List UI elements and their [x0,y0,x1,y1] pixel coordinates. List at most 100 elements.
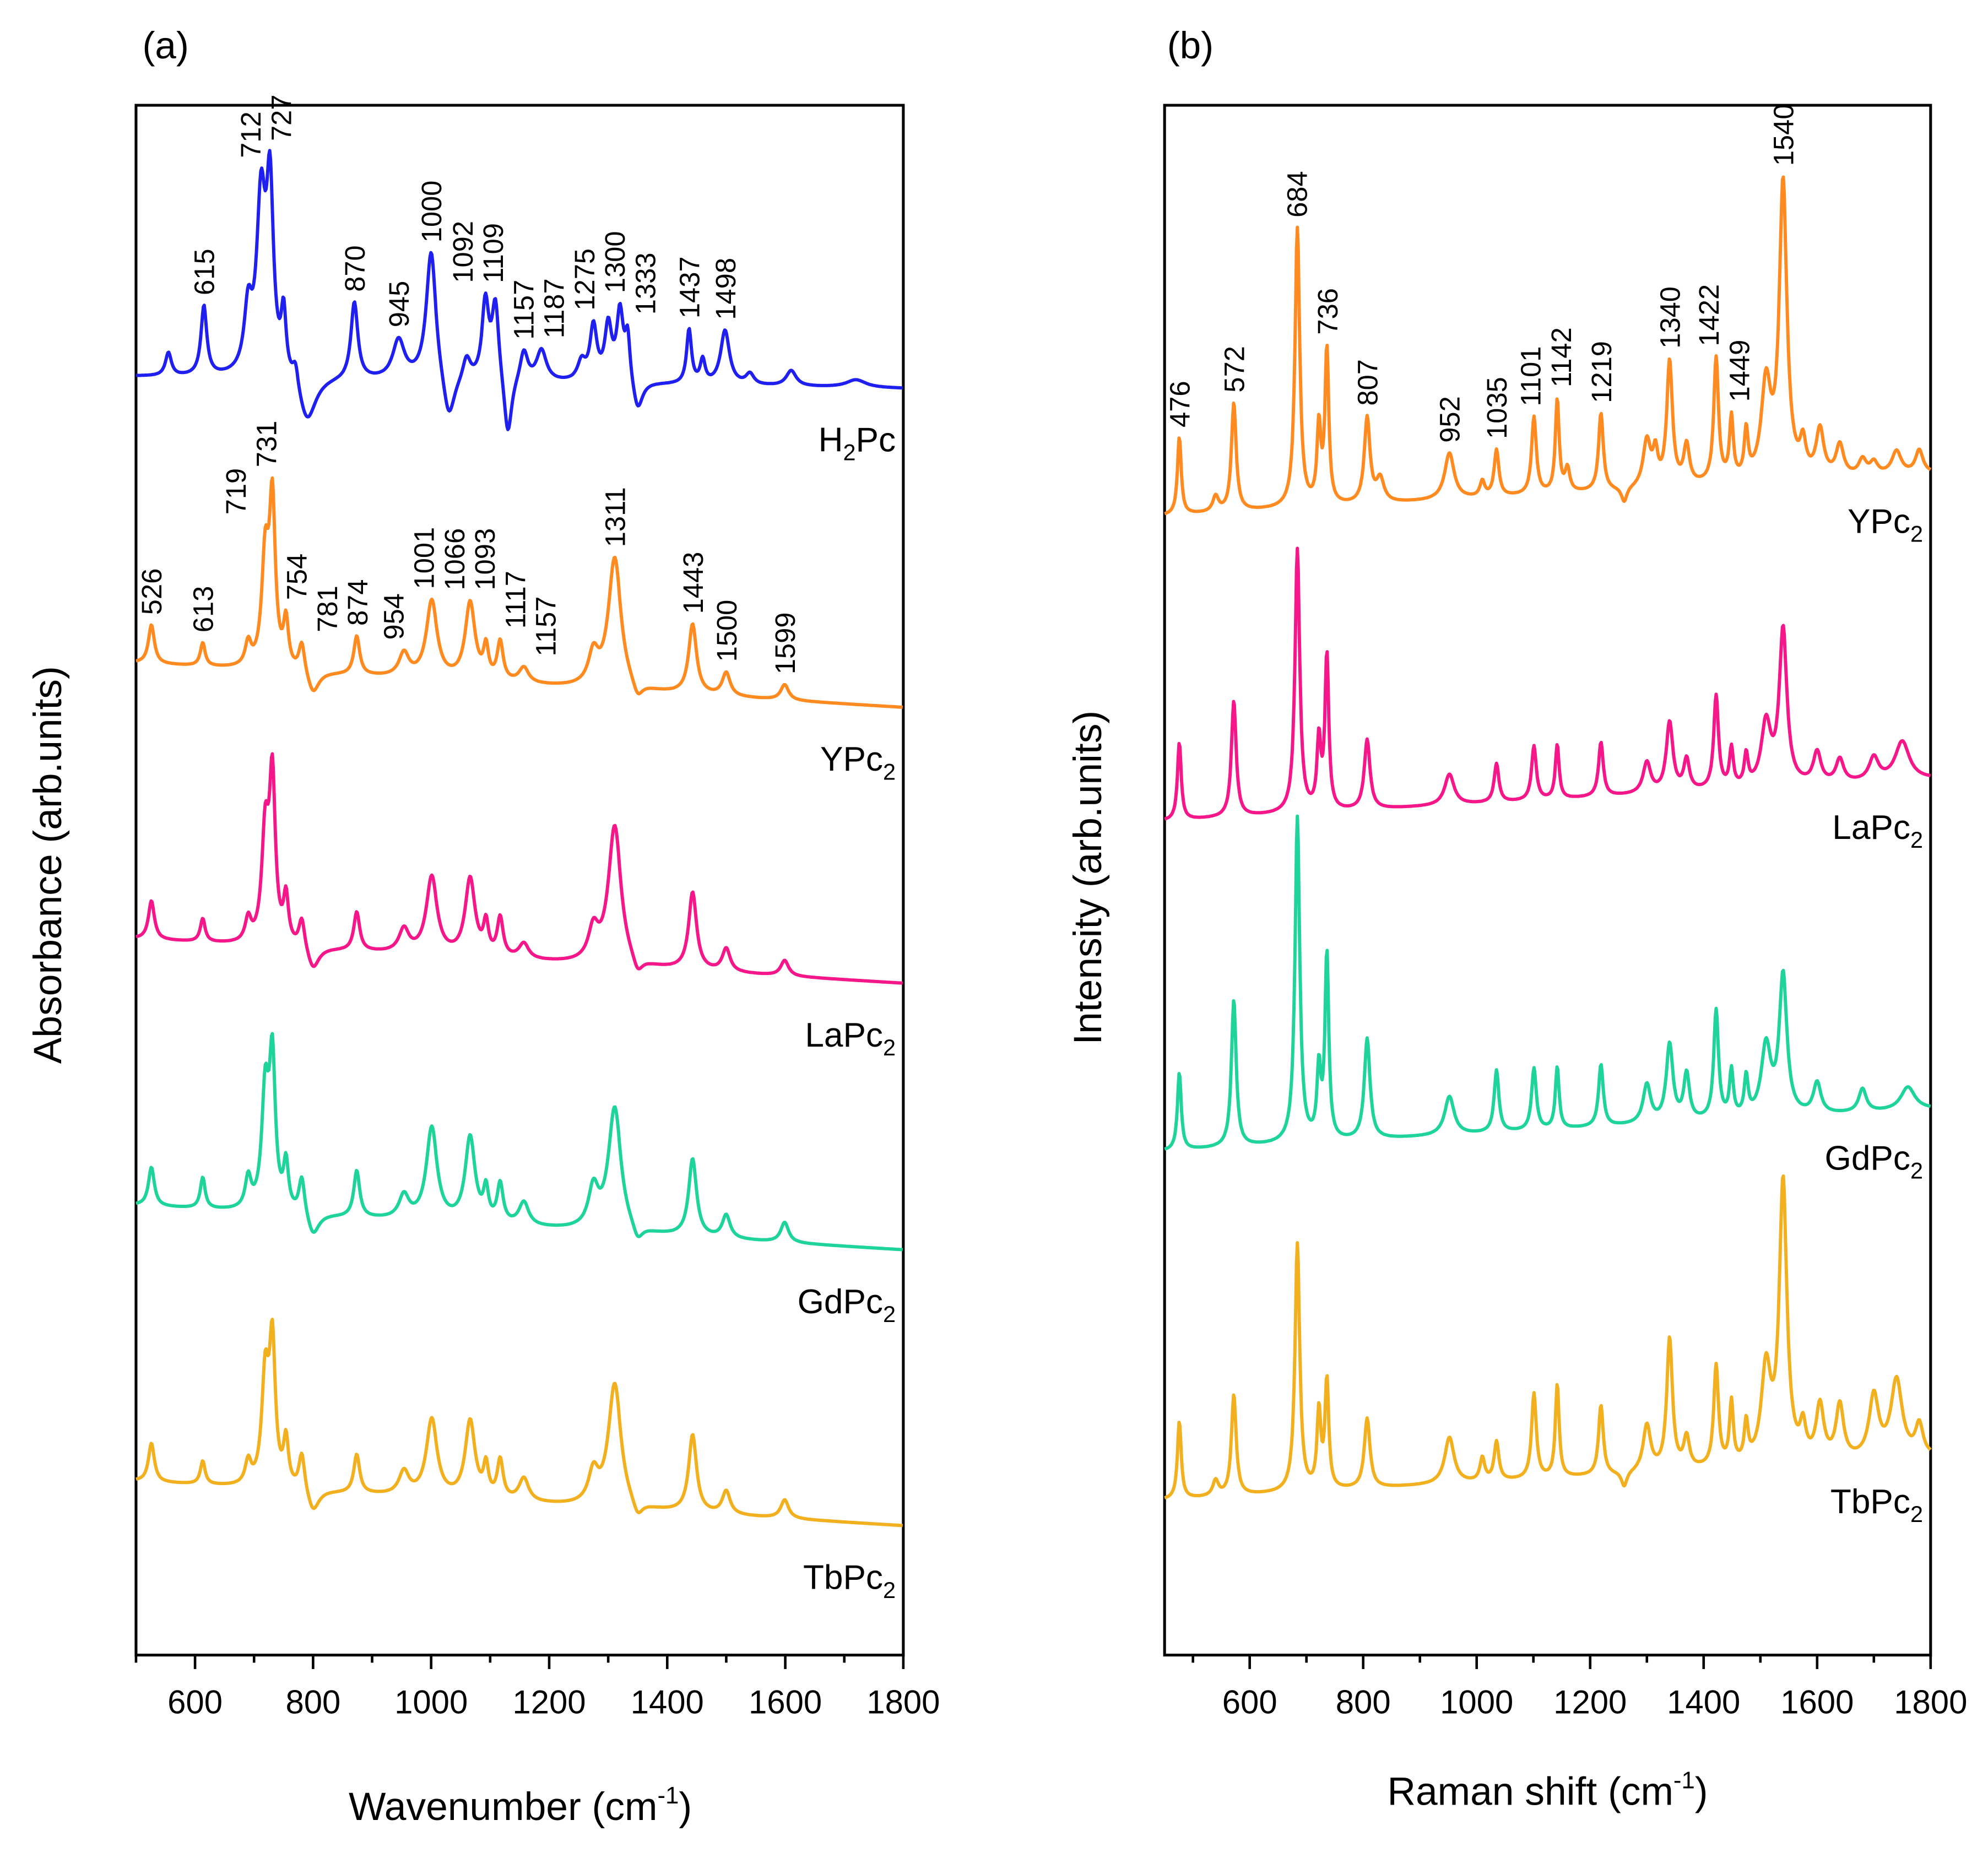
x-tick-label-a: 1000 [394,1684,468,1721]
peak-label: 952 [1434,396,1466,443]
x-tick-label-b: 1600 [1780,1684,1854,1721]
x-tick-label-b: 1800 [1894,1684,1967,1721]
peak-label: 1157 [530,597,562,657]
series-label-ypc2: YPc2 [1848,502,1923,546]
x-tick-label-b: 1200 [1553,1684,1627,1721]
x-axis-label-b: Raman shift (cm-1) [1387,1767,1708,1813]
series-label-subscript: 2 [1910,1501,1923,1527]
peak-label: 781 [312,586,343,632]
peak-label: 1449 [1724,340,1755,402]
series-label-subscript: 2 [883,759,896,784]
peak-label: 1187 [539,278,570,338]
spectrum-line-tbpc2 [135,1318,904,1527]
series-label-main: TbPc [1830,1483,1910,1521]
spectrum-line-lapc2 [135,752,904,985]
peak-label: 1498 [710,258,741,320]
peak-label: 1437 [674,256,705,318]
peak-label: 1333 [630,253,661,315]
peak-label: 1157 [508,280,539,340]
x-axis-label-a-sup: -1 [657,1782,679,1809]
panel-b-raman: (b) Intensity (arb.units) Raman shift (c… [1066,24,1967,1813]
plot-frame-b [1163,104,1932,1657]
peak-label: 684 [1282,171,1313,218]
x-tick-label-a: 800 [285,1684,340,1721]
peak-label: 1422 [1693,284,1725,346]
peak-label: 727 [266,95,297,142]
peak-label: 1300 [599,231,631,293]
series-label-subscript: 2 [883,1301,896,1327]
peak-label: 1219 [1586,341,1617,403]
peak-label: 572 [1218,346,1250,393]
x-axis-label-a: Wavenumber (cm-1) [349,1782,692,1829]
peak-label: 613 [187,586,219,633]
peak-label: 1311 [599,487,631,547]
x-tick-label-a: 1200 [512,1684,586,1721]
peak-label: 1066 [439,528,470,591]
peak-label: 1540 [1768,104,1799,166]
series-label-ypc2: YPc2 [820,740,896,784]
series-label-subscript: 2 [843,439,855,465]
x-ticks-b: 600 800 1000 1200 1400 1600 1800 [1191,1655,1967,1721]
spectrum-line-lapc2 [1163,546,1932,821]
peak-label: 476 [1164,381,1195,427]
x-axis-label-b-sup: -1 [1673,1767,1695,1794]
x-tick-label-b: 1000 [1440,1684,1513,1721]
peak-label: 1599 [770,613,801,675]
peak-label: 1142 [1546,327,1577,387]
x-axis-label-b-close: ) [1695,1769,1708,1813]
series-label-main: YPc [1848,502,1910,540]
peak-label: 870 [339,245,371,291]
spectra-a: 6157127278709451000109211091157118712751… [135,95,904,1603]
peak-label: 754 [281,554,313,600]
series-label-main: GdPc [798,1283,883,1321]
peak-label: 615 [189,248,220,295]
x-ticks-a: 600 800 1000 1200 1400 1600 1800 [134,1655,940,1721]
peak-label: 1500 [711,600,743,662]
peak-label: 712 [235,111,267,158]
peak-label: 945 [383,281,415,328]
series-label-main: TbPc [803,1559,883,1597]
peak-label: 874 [342,579,373,626]
series-label-subscript: 2 [1910,827,1923,853]
y-axis-label-a: Absorbance (arb.units) [26,666,70,1064]
series-label-gdpc2: GdPc2 [798,1283,896,1327]
x-tick-label-b: 600 [1222,1684,1277,1721]
series-label-main: LaPc [1832,809,1910,847]
peak-label: 1109 [478,223,509,283]
spectrum-line-h2pc [135,149,904,431]
x-tick-label-a: 1600 [749,1684,822,1721]
peak-label: 1035 [1481,377,1513,439]
series-label-lapc2: LaPc2 [1832,809,1923,853]
spectrum-line-gdpc2 [1163,814,1932,1151]
series-label-subscript: 2 [883,1577,896,1603]
panel-label-a: (a) [142,24,188,67]
series-label-main: H [819,421,843,459]
series-label-main: GdPc [1825,1139,1910,1177]
peak-label: 1093 [469,528,501,591]
x-tick-label-a: 600 [167,1684,223,1721]
peak-label: 1275 [569,248,600,311]
spectrum-line-gdpc2 [135,1032,904,1252]
peak-label: 1117 [500,571,531,629]
peak-label: 526 [136,568,167,615]
peak-label: 1443 [678,552,709,614]
series-label-main: LaPc [805,1016,883,1054]
panel-label-b: (b) [1167,24,1214,67]
peak-label: 1000 [416,181,447,243]
peak-label: 719 [220,468,252,515]
series-label-tbpc2: TbPc2 [803,1559,896,1603]
series-label-gdpc2: GdPc2 [1825,1139,1924,1183]
series-label-subscript: 2 [1910,521,1923,546]
panel-a-absorbance: (a) Absorbance (arb.units) Wavenumber (c… [26,24,940,1829]
plot-frame-a [134,104,905,1657]
peak-label: 1001 [409,527,440,589]
spectrum-line-ypc2 [135,476,904,709]
series-label-h2pc: H2Pc [819,421,896,465]
spectrum-line-ypc2 [1163,175,1932,516]
peak-label: 807 [1352,359,1383,406]
series-label-lapc2: LaPc2 [805,1016,896,1060]
series-label-subscript: 2 [1910,1157,1923,1183]
y-axis-label-b: Intensity (arb.units) [1066,711,1110,1045]
